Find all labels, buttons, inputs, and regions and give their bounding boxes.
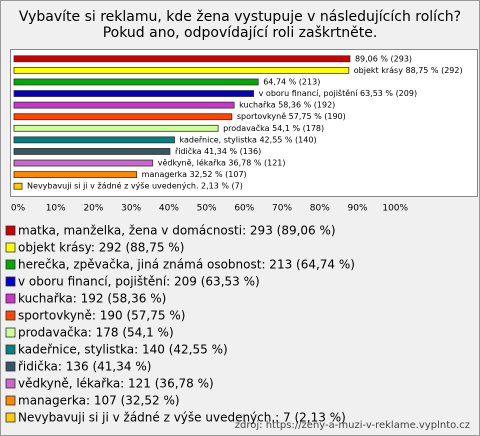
- data-label: prodavačka 54,1 % (178): [223, 123, 324, 133]
- bar: [13, 171, 138, 179]
- legend-label: vědkyně, lékařka: 121 (36,78 %): [18, 377, 214, 391]
- bar: [13, 101, 235, 109]
- data-label: kadeřnice, stylistka 42,55 % (140): [180, 135, 317, 144]
- legend-label: řidička: 136 (41,34 %): [18, 360, 151, 374]
- x-tick-label: 90%: [348, 204, 368, 214]
- legend-swatch: [5, 259, 16, 270]
- data-label: sportovkyně 57,75 % (190): [237, 112, 346, 121]
- bar: [13, 124, 219, 132]
- bar: [13, 136, 175, 144]
- legend-swatch: [5, 310, 16, 321]
- legend-label: managerka: 107 (32,52 %): [18, 394, 180, 408]
- legend-swatch: [5, 378, 16, 389]
- legend-swatch: [5, 327, 16, 338]
- legend-label: kadeřnice, stylistka: 140 (42,55 %): [18, 343, 228, 357]
- source: zdroj: https://zeny-a-muzi-v-reklame.vyp…: [235, 420, 470, 431]
- bar: [13, 159, 154, 167]
- data-label: kuchařka 58,36 % (192): [239, 101, 335, 110]
- legend-label: objekt krásy: 292 (88,75 %): [18, 241, 184, 255]
- x-tick-label: 0%: [11, 204, 26, 214]
- legend-label: sportovkyně: 190 (57,75 %): [18, 309, 185, 323]
- x-tick-label: 60%: [234, 204, 254, 214]
- legend-label: v oboru financí, pojištění: 209 (63,53 %…: [18, 275, 260, 289]
- legend-swatch: [5, 225, 16, 236]
- bar: [13, 182, 23, 190]
- chart-title: Vybavíte si reklamu, kde žena vystupuje …: [19, 9, 461, 25]
- x-tick-label: 10%: [46, 204, 66, 214]
- x-tick-label: 70%: [272, 204, 292, 214]
- legend-swatch: [5, 412, 16, 423]
- legend-swatch: [5, 242, 16, 253]
- legend-swatch: [5, 361, 16, 372]
- chart-subtitle: Pokud ano, odpovídající roli zaškrtněte.: [103, 25, 378, 41]
- data-label: Nevybavuji si ji v žádné z výše uvedenýc…: [27, 181, 243, 191]
- bar: [13, 78, 259, 86]
- bar: [13, 66, 350, 74]
- x-tick-label: 40%: [159, 204, 179, 214]
- legend-swatch: [5, 344, 16, 355]
- legend-label: matka, manželka, žena v domácnosti: 293 …: [18, 224, 336, 238]
- data-label: řidička 41,34 % (136): [175, 146, 261, 156]
- bar: [13, 55, 351, 63]
- data-label: 89,06 % (293): [355, 54, 412, 63]
- x-tick-label: 50%: [197, 204, 217, 214]
- legend-label: kuchařka: 192 (58,36 %): [18, 292, 166, 306]
- bar: [13, 113, 233, 121]
- legend-swatch: [5, 395, 16, 406]
- legend-label: herečka, zpěvačka, jiná známá osobnost: …: [18, 258, 355, 272]
- x-tick-label: 80%: [310, 204, 330, 214]
- legend-label: Nevybavuji si ji v žádné z výše uvedenýc…: [18, 411, 346, 425]
- data-label: v oboru financí, pojištění 63,53 % (209): [259, 88, 417, 98]
- bar: [13, 148, 171, 155]
- legend-swatch: [5, 293, 16, 304]
- x-tick-label: 20%: [83, 204, 103, 214]
- data-label: 64,74 % (213): [263, 77, 320, 86]
- data-label: vědkyně, lékařka 36,78 % (121): [158, 158, 286, 168]
- data-label: objekt krásy 88,75 % (292): [354, 66, 463, 75]
- legend-swatch: [5, 276, 16, 287]
- legend-label: prodavačka: 178 (54,1 %): [18, 326, 174, 340]
- x-tick-label: 30%: [121, 204, 141, 214]
- bar: [13, 90, 255, 97]
- data-label: managerka 32,52 % (107): [142, 170, 247, 179]
- x-tick-label: 100%: [382, 204, 408, 214]
